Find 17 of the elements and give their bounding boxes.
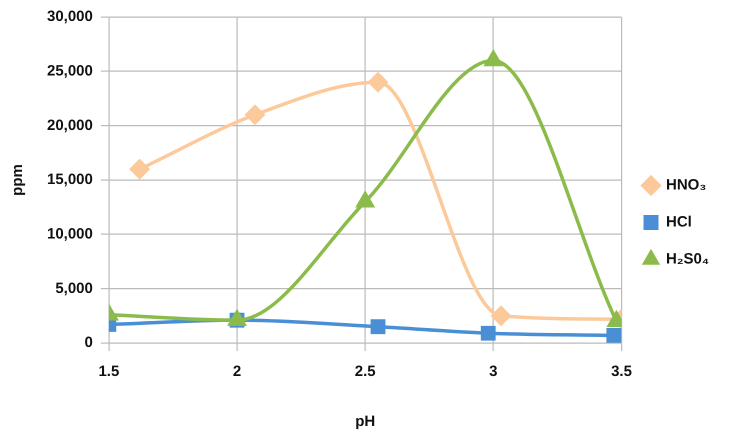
x-tick-label: 2.5 [354,363,376,380]
y-tick-label: 5,000 [55,280,93,297]
legend-label: H₂S0₄ [666,250,710,268]
x-tick-label: 2 [232,363,242,380]
y-tick-label: 25,000 [46,62,93,80]
y-tick-label: 30,000 [46,8,93,26]
legend-label: HCl [666,214,692,231]
y-tick-label: 0 [84,334,93,352]
y-tick-label: 20,000 [46,116,93,134]
x-tick-label: 3.5 [611,363,632,380]
y-tick-label: 15,000 [46,171,93,188]
legend-label: HNO₃ [666,176,706,194]
y-axis-title: ppm [9,164,26,196]
y-tick-label: 10,000 [46,225,93,242]
x-tick-label: 3 [489,363,498,380]
x-tick-label: 1.5 [98,363,120,380]
x-axis-title: pH [355,413,376,430]
